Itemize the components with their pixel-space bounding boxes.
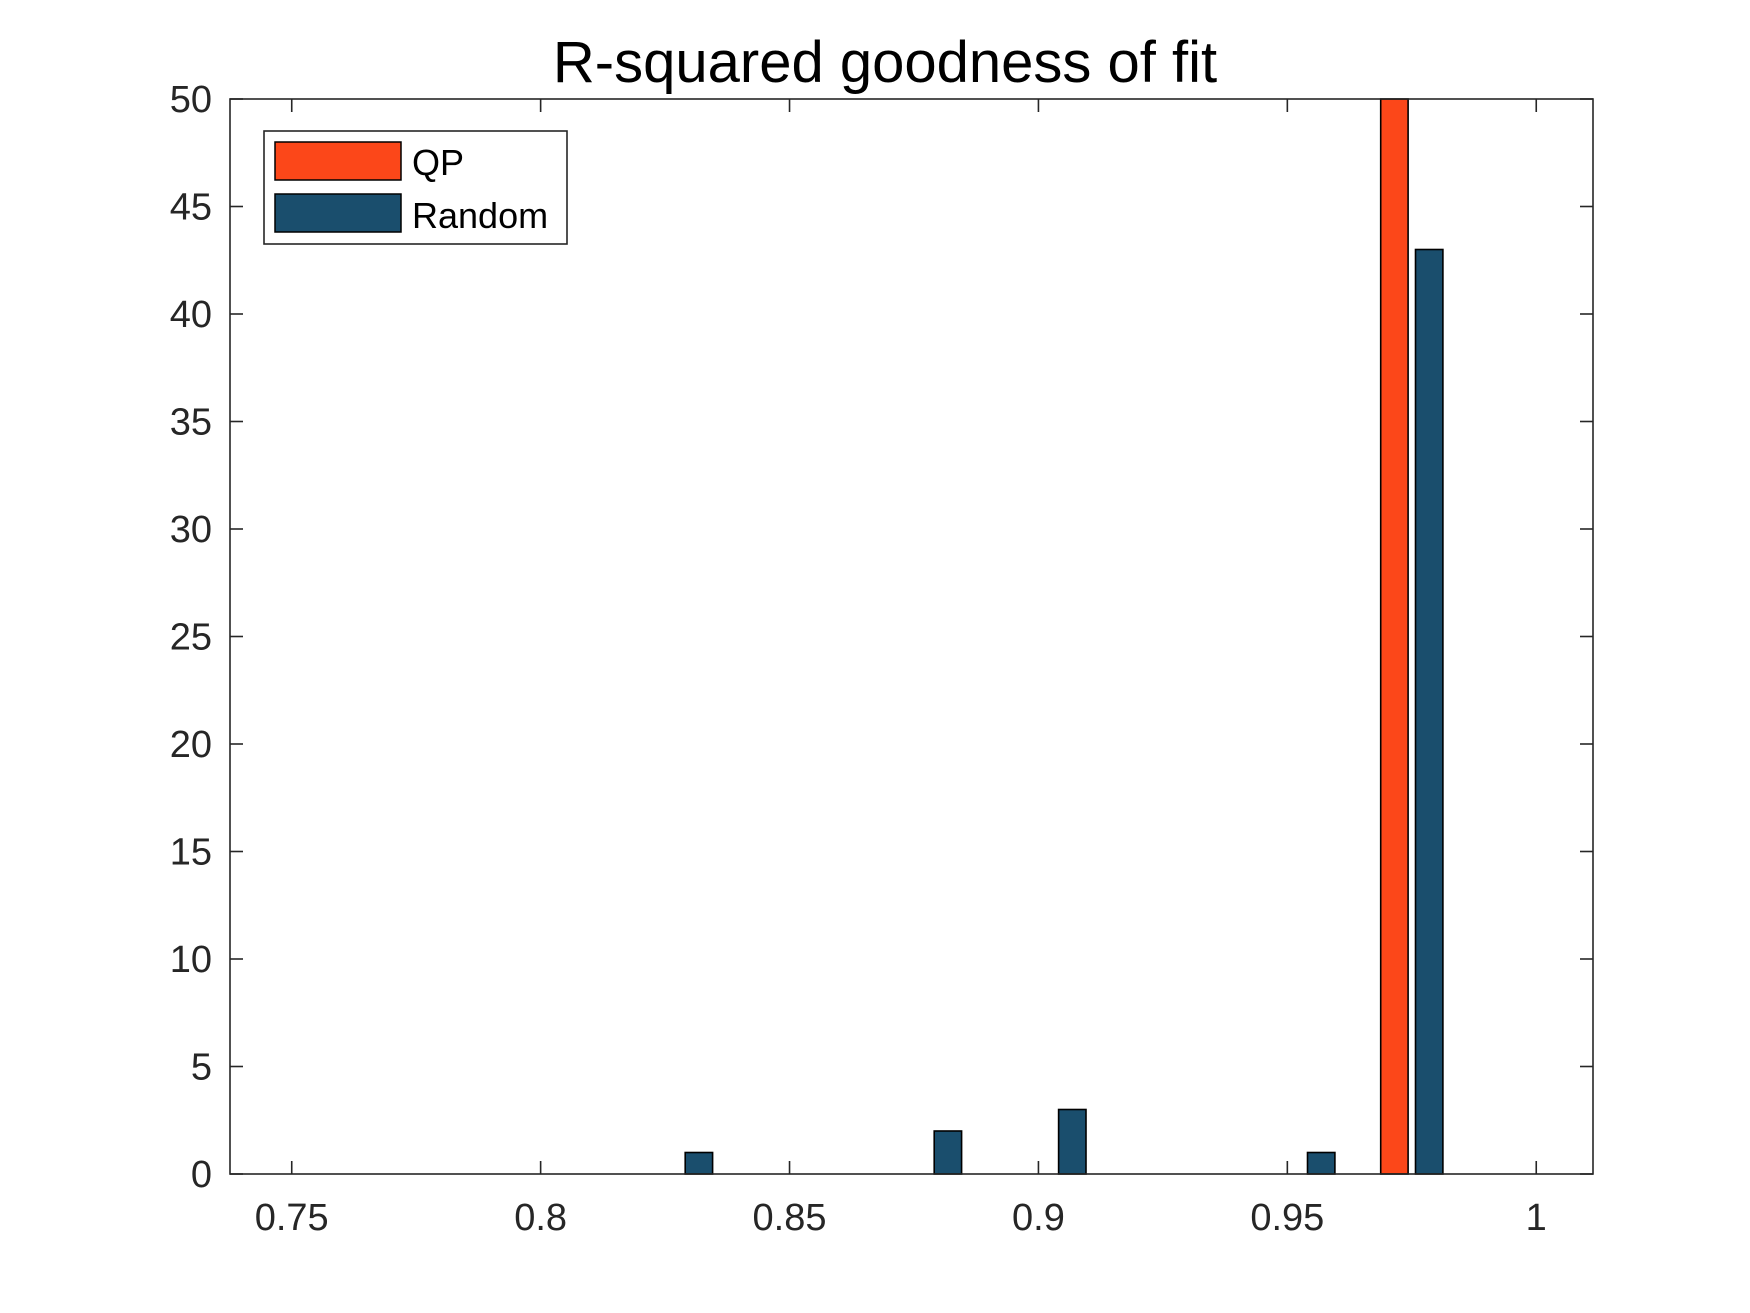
legend: QP Random xyxy=(263,130,568,245)
bar-random-1 xyxy=(933,1130,963,1175)
y-tick-label-0: 0 xyxy=(191,1154,212,1196)
x-tick-label-0: 0.75 xyxy=(255,1197,329,1239)
x-tick-label-3: 0.9 xyxy=(1012,1197,1065,1239)
y-tick-label-4: 20 xyxy=(170,724,212,766)
y-axis: 0 5 10 15 20 25 30 35 40 45 50 xyxy=(170,79,1593,1196)
plot-area xyxy=(230,99,1593,1174)
legend-swatch-random xyxy=(274,193,402,233)
legend-label-random: Random xyxy=(412,195,548,236)
x-tick-label-1: 0.8 xyxy=(514,1197,567,1239)
chart-title: R-squared goodness of fit xyxy=(553,30,1217,95)
x-tick-label-4: 0.95 xyxy=(1250,1197,1324,1239)
y-tick-label-1: 5 xyxy=(191,1047,212,1089)
bar-qp-0 xyxy=(1379,98,1409,1175)
y-tick-label-7: 35 xyxy=(170,402,212,444)
x-tick-label-2: 0.85 xyxy=(753,1197,827,1239)
y-tick-label-9: 45 xyxy=(170,187,212,229)
legend-swatch-qp xyxy=(274,141,402,181)
y-tick-label-5: 25 xyxy=(170,617,212,659)
bar-random-0 xyxy=(684,1151,714,1175)
bar-random-4 xyxy=(1414,248,1444,1175)
y-tick-label-3: 15 xyxy=(170,832,212,874)
legend-label-qp: QP xyxy=(412,142,464,183)
y-tick-label-6: 30 xyxy=(170,509,212,551)
bar-random-2 xyxy=(1057,1108,1087,1175)
x-axis: 0.75 0.8 0.85 0.9 0.95 1 xyxy=(255,99,1547,1239)
y-tick-label-8: 40 xyxy=(170,294,212,336)
y-tick-label-2: 10 xyxy=(170,939,212,981)
y-tick-label-10: 50 xyxy=(170,79,212,121)
bar-random-3 xyxy=(1306,1151,1336,1175)
x-tick-label-5: 1 xyxy=(1526,1197,1547,1239)
